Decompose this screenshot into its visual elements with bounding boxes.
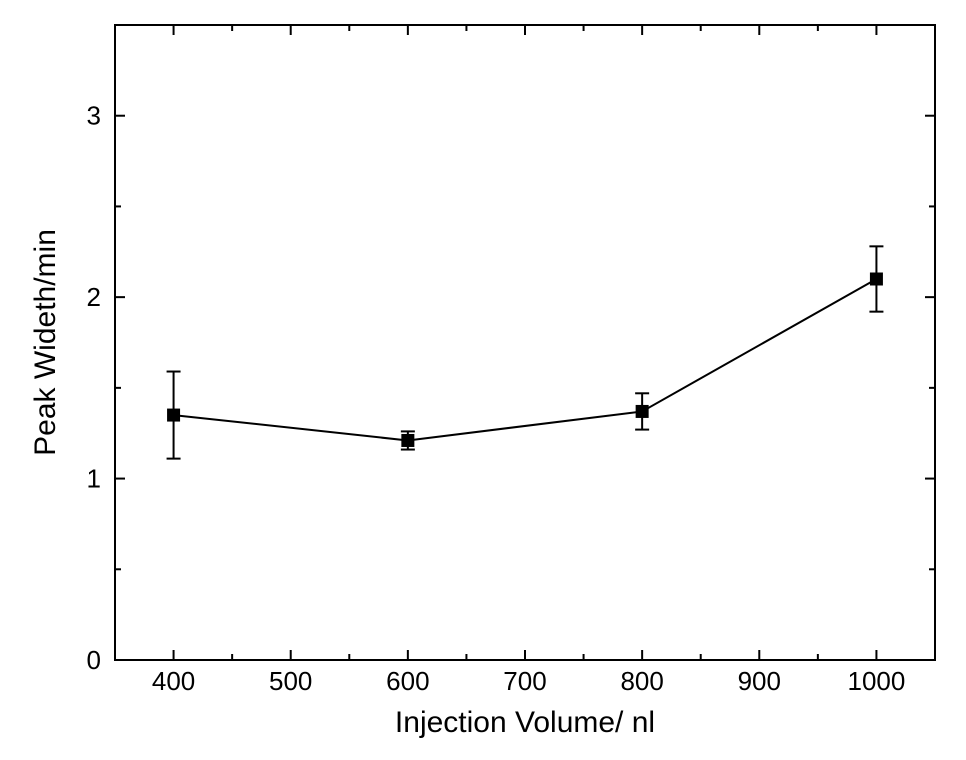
chart-svg: 400 500 600 700 800 900 1000 Injection Volume/ … <box>0 0 966 760</box>
x-tick-label: 600 <box>386 666 429 696</box>
y-tick-label: 2 <box>87 282 101 312</box>
x-tick-label: 800 <box>620 666 663 696</box>
data-marker <box>870 273 882 285</box>
x-tick-label: 500 <box>269 666 312 696</box>
y-tick-label: 3 <box>87 101 101 131</box>
data-marker <box>402 434 414 446</box>
y-tick-label: 1 <box>87 464 101 494</box>
data-line <box>174 279 877 440</box>
data-marker <box>636 405 648 417</box>
y-axis-label: Peak Wideth/min <box>29 229 62 456</box>
x-axis-label: Injection Volume/ nl <box>395 706 655 739</box>
y-tick-label: 0 <box>87 645 101 675</box>
plot-frame <box>115 25 935 660</box>
x-tick-label: 900 <box>738 666 781 696</box>
x-tick-label: 1000 <box>848 666 906 696</box>
x-tick-label: 700 <box>503 666 546 696</box>
data-marker <box>168 409 180 421</box>
x-tick-label: 400 <box>152 666 195 696</box>
chart-container: 400 500 600 700 800 900 1000 Injection Volume/ … <box>0 0 966 760</box>
